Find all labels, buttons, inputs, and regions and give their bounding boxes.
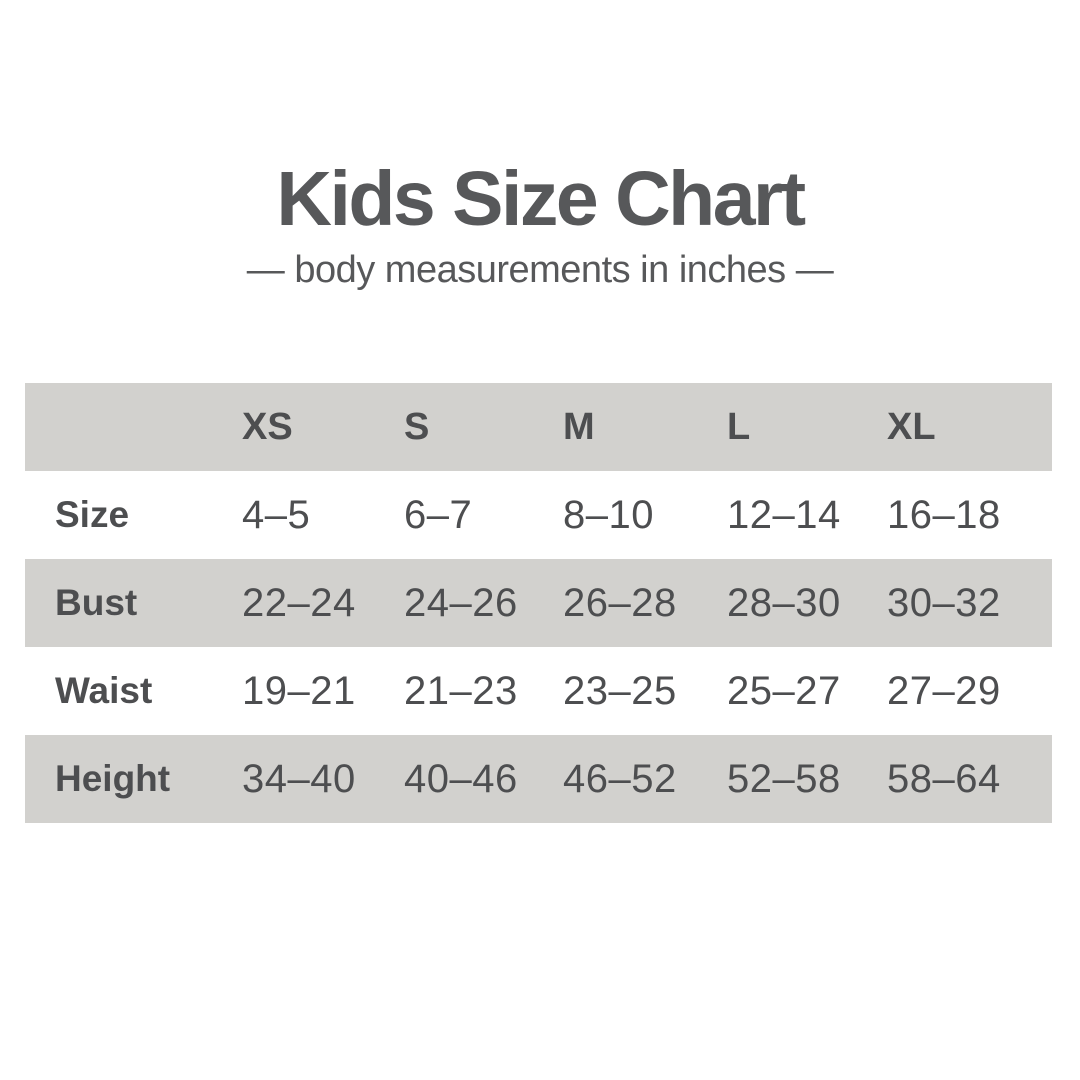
cell-size-m: 8–10	[563, 492, 654, 537]
cell-size-s: 6–7	[404, 492, 473, 537]
cell-bust-xl: 30–32	[887, 580, 1001, 625]
cell-height-s: 40–46	[404, 756, 518, 801]
column-header-xs: XS	[242, 405, 293, 448]
cell-waist-xs: 19–21	[242, 668, 356, 713]
table-row-bust: Bust 22–24 24–26 26–28 28–30 30–32	[25, 559, 1052, 647]
column-header-xl: XL	[887, 405, 936, 448]
cell-size-xl: 16–18	[887, 492, 1001, 537]
column-header-s: S	[404, 405, 430, 448]
cell-height-l: 52–58	[727, 756, 841, 801]
cell-height-xl: 58–64	[887, 756, 1001, 801]
cell-waist-l: 25–27	[727, 668, 841, 713]
table-header-row: XS S M L XL	[25, 383, 1052, 471]
cell-bust-l: 28–30	[727, 580, 841, 625]
column-header-l: L	[727, 405, 751, 448]
cell-bust-s: 24–26	[404, 580, 518, 625]
cell-height-xs: 34–40	[242, 756, 356, 801]
cell-height-m: 46–52	[563, 756, 677, 801]
table-row-height: Height 34–40 40–46 46–52 52–58 58–64	[25, 735, 1052, 823]
header: Kids Size Chart — body measurements in i…	[0, 156, 1080, 292]
cell-waist-xl: 27–29	[887, 668, 1001, 713]
corner-cell	[25, 383, 242, 471]
cell-bust-xs: 22–24	[242, 580, 356, 625]
cell-size-l: 12–14	[727, 492, 841, 537]
cell-waist-s: 21–23	[404, 668, 518, 713]
cell-bust-m: 26–28	[563, 580, 677, 625]
row-label-size: Size	[55, 494, 130, 535]
column-header-m: M	[563, 405, 595, 448]
size-table: XS S M L XL Size 4–5 6–7 8–10 12–14 16–1…	[25, 383, 1052, 823]
page-subtitle: — body measurements in inches —	[246, 249, 834, 292]
page-title: Kids Size Chart	[276, 156, 806, 242]
row-label-height: Height	[55, 758, 171, 799]
table-row-waist: Waist 19–21 21–23 23–25 25–27 27–29	[25, 647, 1052, 735]
cell-size-xs: 4–5	[242, 492, 311, 537]
cell-waist-m: 23–25	[563, 668, 677, 713]
row-label-bust: Bust	[55, 582, 138, 623]
table-row-size: Size 4–5 6–7 8–10 12–14 16–18	[25, 471, 1052, 559]
row-label-waist: Waist	[55, 670, 153, 711]
